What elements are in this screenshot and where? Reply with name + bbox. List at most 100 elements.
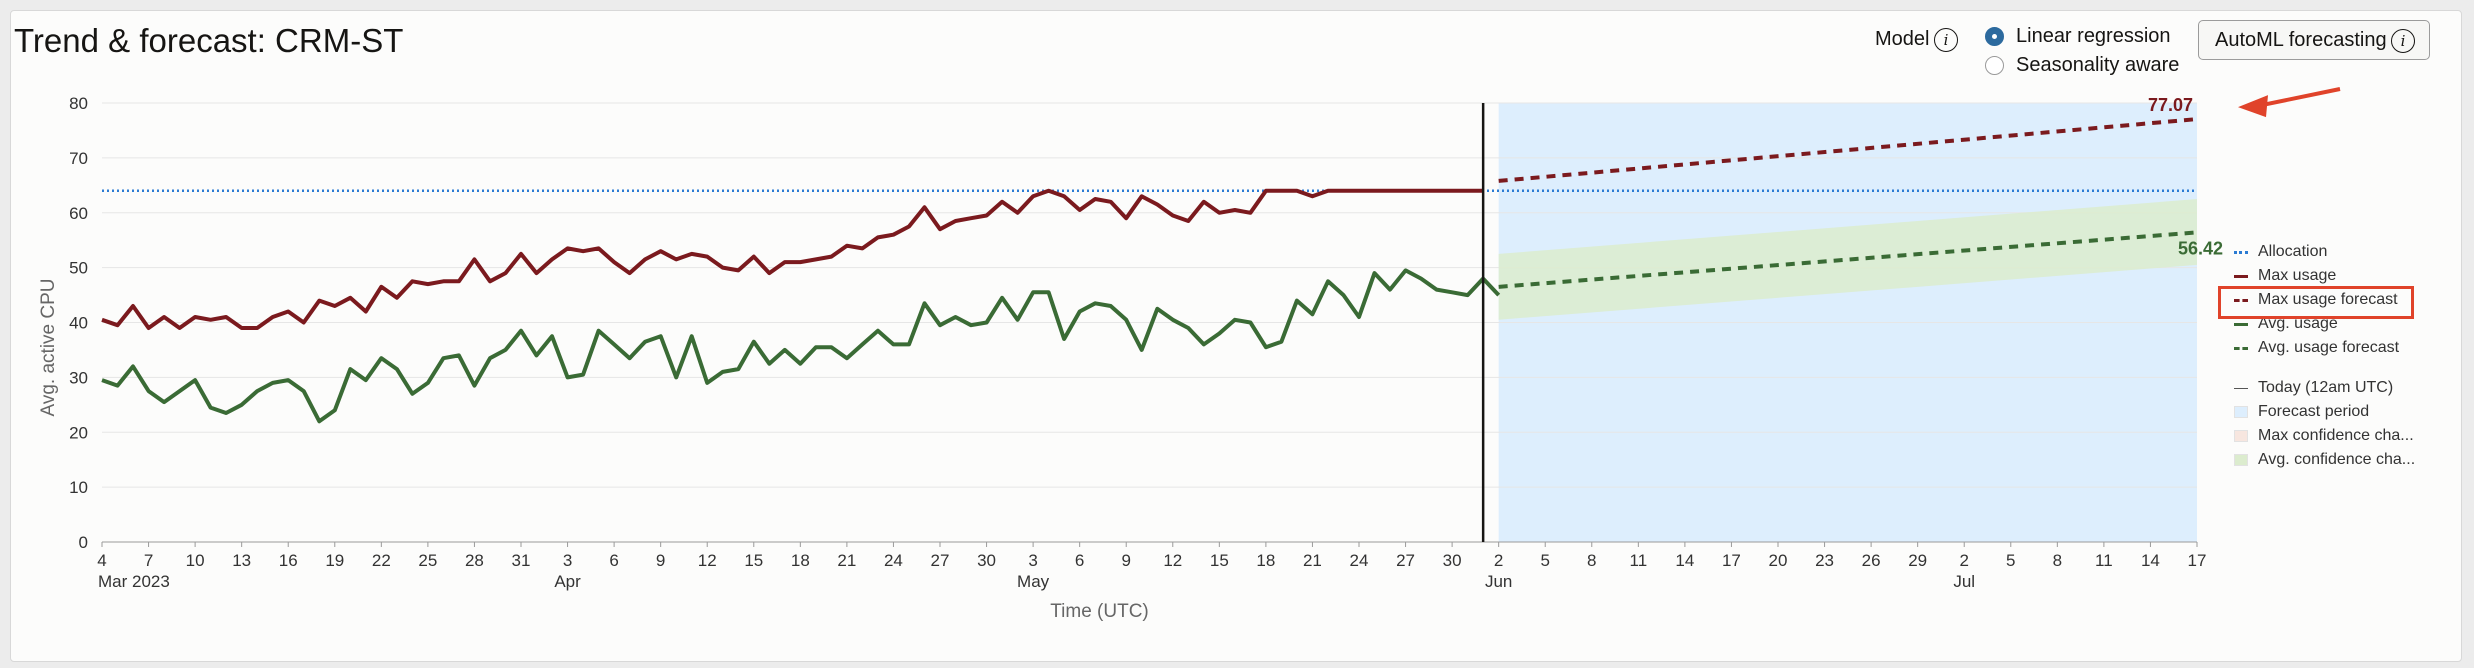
x-tick-label: 5 — [1540, 551, 1549, 570]
x-month-label: Jun — [1485, 572, 1512, 591]
x-tick-label: 4 — [97, 551, 106, 570]
x-axis-title: Time (UTC) — [1050, 601, 1149, 622]
automl-info-icon[interactable]: i — [2391, 29, 2415, 53]
x-tick-label: 18 — [1256, 551, 1275, 570]
x-tick-label: 7 — [144, 551, 153, 570]
y-tick-label: 50 — [69, 259, 88, 278]
legend-item[interactable]: Allocation — [2234, 243, 2434, 261]
model-option-label: Linear regression — [2016, 25, 2171, 47]
y-tick-label: 30 — [69, 368, 88, 387]
y-tick-label: 10 — [69, 478, 88, 497]
x-tick-label: 23 — [1815, 551, 1834, 570]
x-tick-label: 29 — [1908, 551, 1927, 570]
x-tick-label: 30 — [977, 551, 996, 570]
legend-label: Forecast period — [2258, 403, 2370, 420]
x-tick-label: 20 — [1769, 551, 1788, 570]
annotation-arrow-head — [2238, 95, 2268, 118]
legend-label: Max confidence cha... — [2258, 427, 2414, 444]
x-tick-label: 15 — [744, 551, 763, 570]
x-month-label: Jul — [1953, 572, 1975, 591]
x-tick-label: 11 — [2095, 551, 2113, 570]
avg-forecast-value-label: 56.42 — [2178, 238, 2223, 258]
y-tick-label: 80 — [69, 94, 88, 113]
legend-item[interactable]: Max confidence cha... — [2234, 427, 2434, 445]
x-tick-label: 16 — [279, 551, 298, 570]
automl-forecasting-button[interactable]: AutoML forecasting i — [2198, 20, 2430, 60]
x-tick-label: 19 — [325, 551, 344, 570]
x-tick-label: 26 — [1862, 551, 1881, 570]
x-tick-label: 8 — [1587, 551, 1596, 570]
y-tick-label: 20 — [69, 423, 88, 442]
legend-swatch-icon — [2234, 298, 2248, 302]
legend-swatch-icon — [2234, 406, 2248, 418]
avg-confidence-band — [1498, 199, 2197, 320]
avg-usage-line — [101, 268, 1501, 424]
x-tick-label: 31 — [512, 551, 531, 570]
annotation-arrow-shaft — [2261, 87, 2341, 108]
y-axis-title: Avg. active CPU — [38, 279, 59, 417]
x-tick-label: 25 — [418, 551, 437, 570]
model-option-linear-regression[interactable]: Linear regression — [1985, 25, 2171, 48]
x-tick-label: 9 — [656, 551, 665, 570]
x-tick-label: 15 — [1210, 551, 1229, 570]
avg-usage-forecast-line — [1498, 230, 2198, 289]
y-tick-label: 0 — [79, 533, 88, 552]
y-tick-label: 70 — [69, 149, 88, 168]
x-tick-label: 30 — [1443, 551, 1462, 570]
x-tick-label: 3 — [563, 551, 572, 570]
x-tick-label: 12 — [698, 551, 717, 570]
legend-item[interactable]: Avg. usage — [2234, 315, 2434, 333]
x-tick-label: 5 — [2006, 551, 2015, 570]
legend-item[interactable]: Avg. usage forecast — [2234, 339, 2434, 357]
automl-button-label: AutoML forecasting — [2215, 28, 2387, 51]
x-tick-label: 6 — [1075, 551, 1084, 570]
legend-label: Max usage — [2258, 267, 2337, 284]
model-label: Model — [1875, 28, 1930, 50]
x-tick-label: 21 — [837, 551, 856, 570]
x-tick-label: 3 — [1028, 551, 1037, 570]
x-tick-label: 18 — [791, 551, 810, 570]
legend-highlight-box — [2218, 286, 2414, 319]
radio-unselected-icon[interactable] — [1985, 56, 2004, 75]
model-option-label: Seasonality aware — [2016, 54, 2180, 76]
radio-selected-icon[interactable] — [1985, 27, 2004, 46]
x-tick-label: 10 — [186, 551, 205, 570]
legend-label: Avg. usage forecast — [2258, 339, 2400, 356]
x-tick-label: 2 — [1494, 551, 1503, 570]
x-tick-label: 28 — [465, 551, 484, 570]
legend-item[interactable]: Max usage forecast — [2234, 291, 2434, 309]
max-usage-line — [101, 188, 1484, 330]
y-tick-label: 40 — [69, 314, 88, 333]
legend-swatch-icon — [2234, 346, 2248, 350]
x-tick-label: 12 — [1163, 551, 1182, 570]
x-month-label: May — [1017, 572, 1050, 591]
x-tick-label: 24 — [1350, 551, 1369, 570]
x-tick-label: 27 — [1396, 551, 1415, 570]
legend-item[interactable]: Max usage — [2234, 267, 2434, 285]
x-tick-label: 17 — [1722, 551, 1741, 570]
legend-item[interactable]: Today (12am UTC) — [2234, 379, 2434, 397]
legend-swatch-icon — [2234, 322, 2248, 326]
x-tick-label: 13 — [232, 551, 251, 570]
max-forecast-value-label: 77.07 — [2148, 95, 2193, 115]
x-tick-label: 6 — [609, 551, 618, 570]
model-info-icon[interactable]: i — [1934, 28, 1958, 52]
page-title: Trend & forecast: CRM-ST — [14, 22, 404, 59]
x-tick-label: 21 — [1303, 551, 1322, 570]
max-usage-forecast-line — [1498, 117, 2198, 183]
x-tick-label: 27 — [931, 551, 950, 570]
legend-item[interactable]: Forecast period — [2234, 403, 2434, 421]
legend-label: Avg. confidence cha... — [2258, 451, 2416, 468]
x-tick-label: 8 — [2053, 551, 2062, 570]
legend-swatch-icon — [2234, 430, 2248, 442]
x-tick-label: 22 — [372, 551, 391, 570]
x-tick-label: 2 — [1959, 551, 1968, 570]
legend-label: Today (12am UTC) — [2258, 379, 2394, 396]
model-option-seasonality-aware[interactable]: Seasonality aware — [1985, 54, 2179, 77]
x-tick-label: 11 — [1630, 551, 1648, 570]
x-tick-label: 17 — [2188, 551, 2207, 570]
legend-swatch-icon — [2234, 274, 2248, 278]
x-month-label: Mar 2023 — [98, 572, 170, 591]
legend-item[interactable]: Avg. confidence cha... — [2234, 451, 2434, 469]
